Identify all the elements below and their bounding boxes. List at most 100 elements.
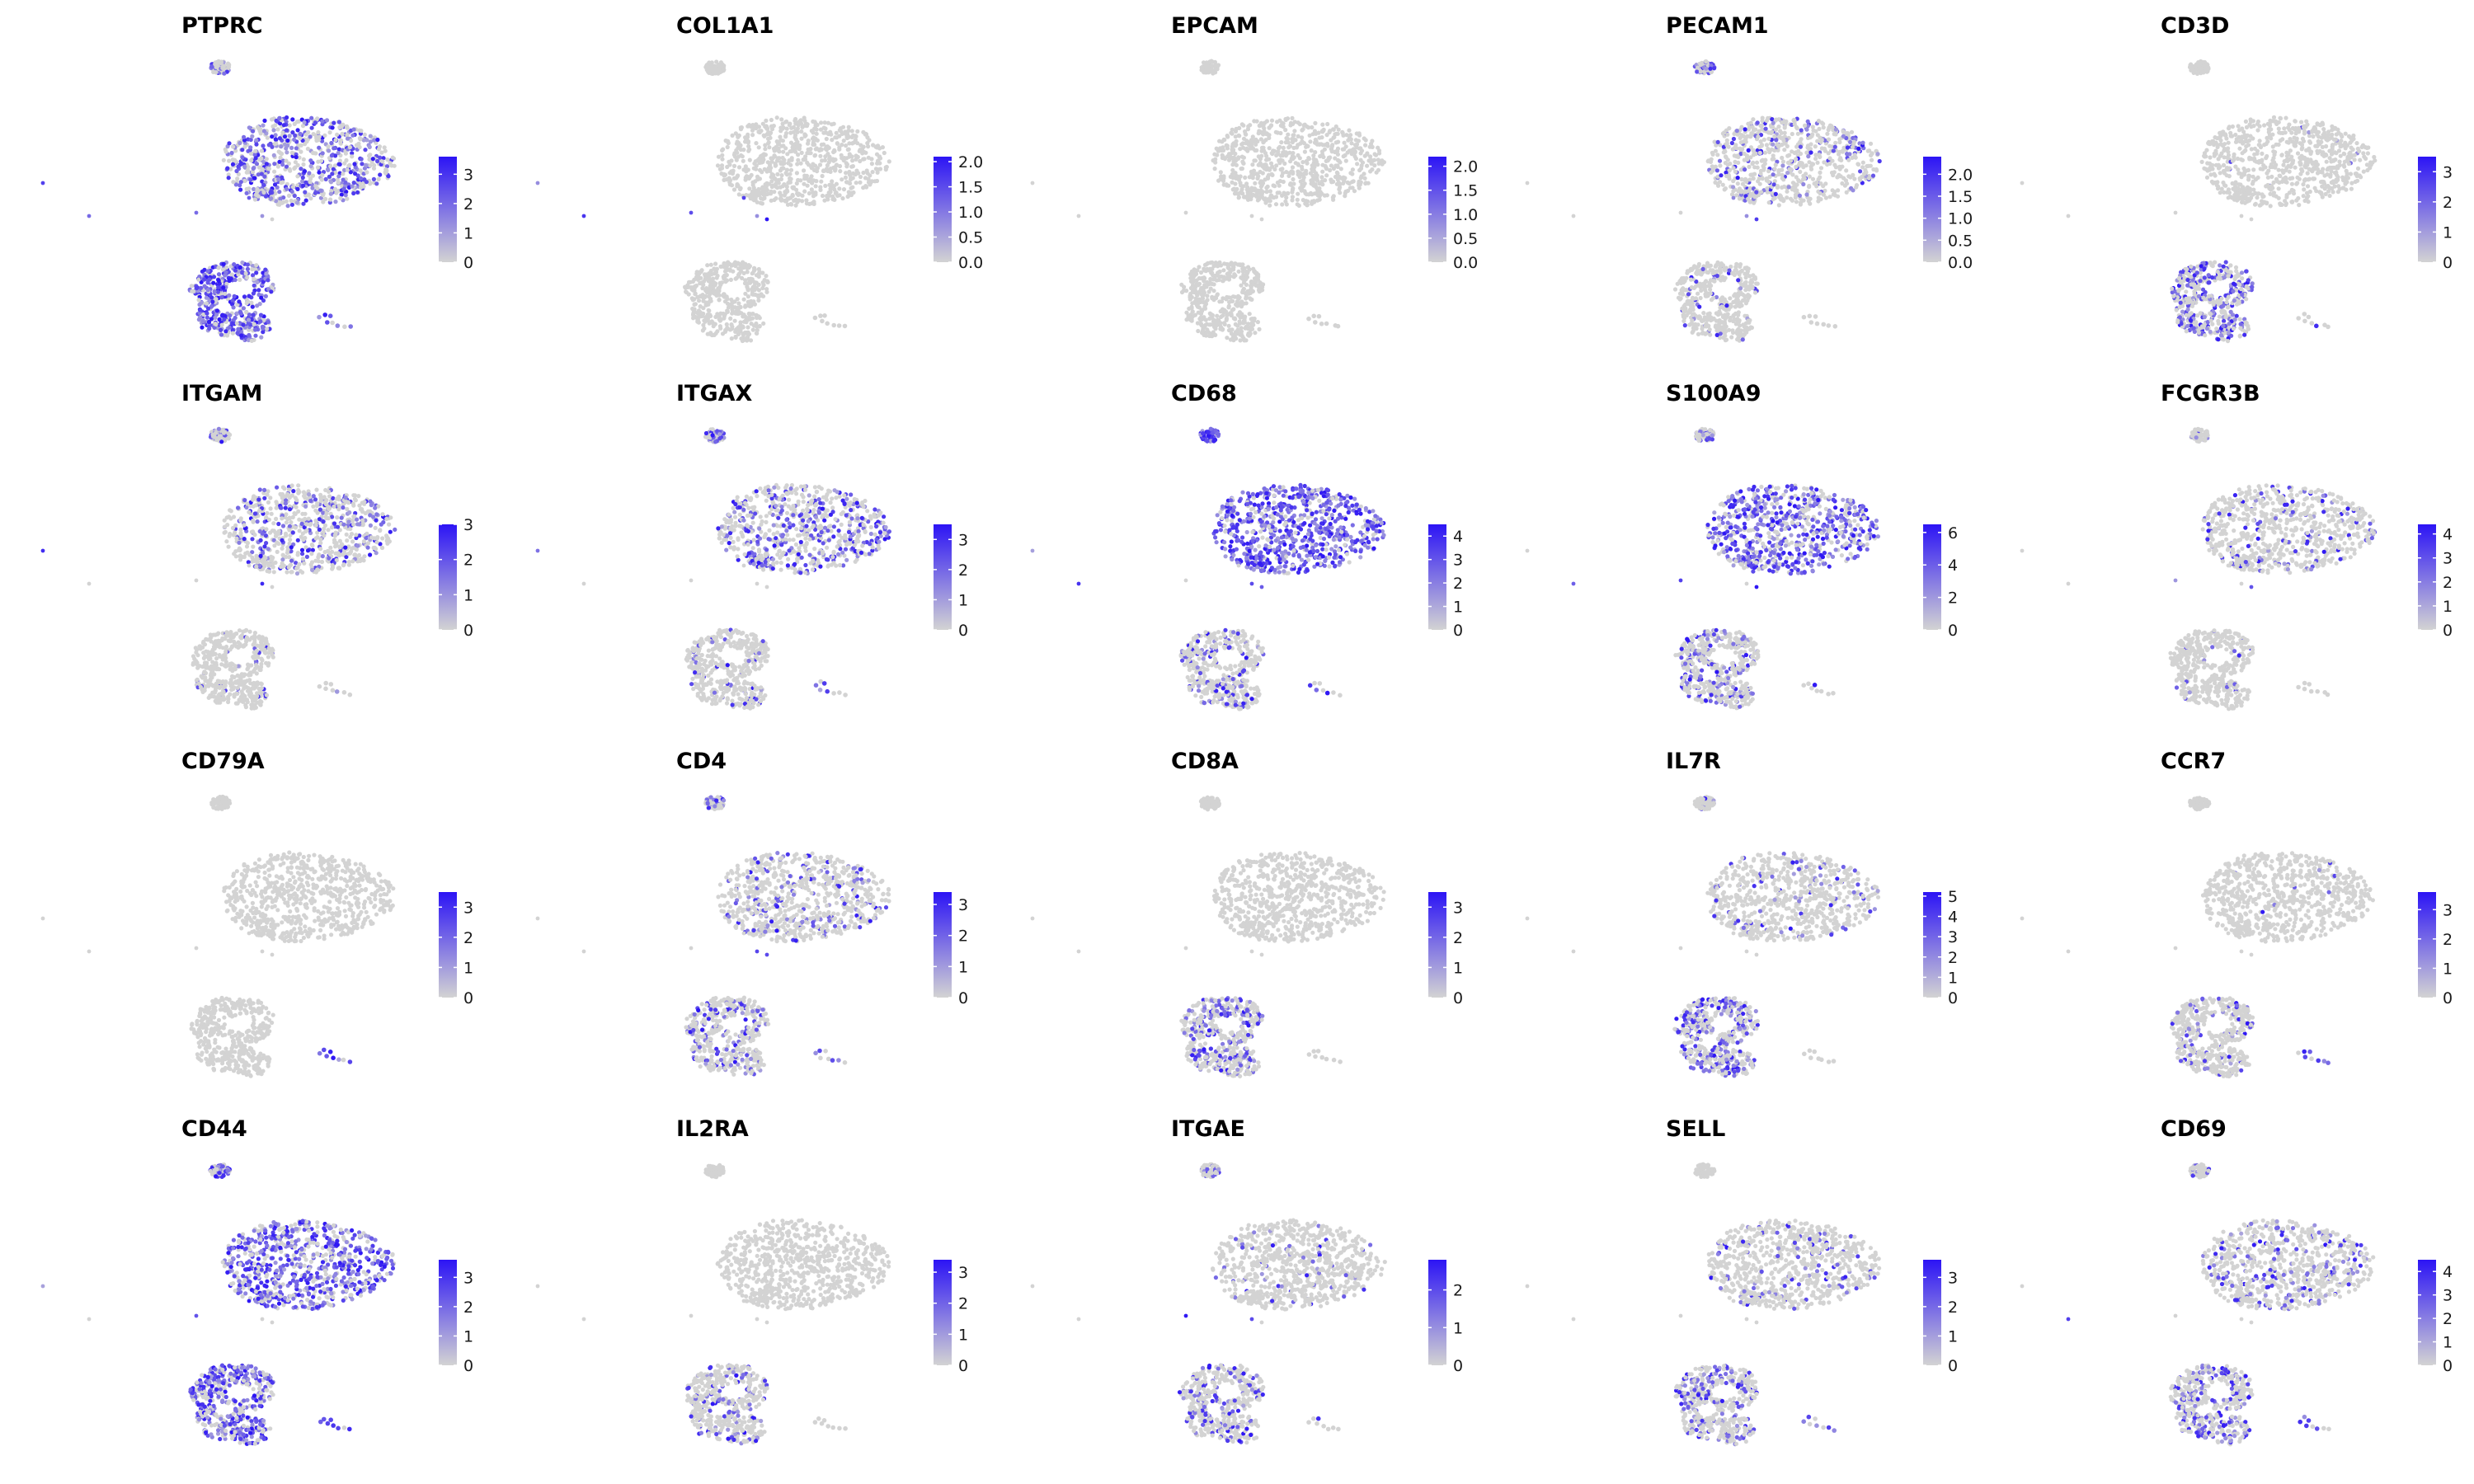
cell-point: [1296, 134, 1300, 139]
cell-point: [1757, 150, 1762, 155]
cell-point: [1751, 117, 1756, 122]
cell-point: [1331, 197, 1336, 202]
cell-point: [1827, 161, 1832, 167]
cell-point: [246, 337, 251, 343]
cell-point: [774, 196, 778, 201]
cell-point: [1270, 164, 1275, 169]
cell-point: [716, 154, 722, 159]
cell-point: [200, 325, 205, 330]
cell-point: [774, 145, 778, 150]
cell-point: [376, 176, 381, 181]
cell-point: [775, 186, 780, 190]
cell-point: [297, 155, 302, 160]
cell-point: [316, 129, 321, 135]
cell-point: [1376, 148, 1382, 153]
cell-point: [251, 129, 256, 134]
cell-point: [301, 162, 306, 167]
cell-point: [256, 172, 261, 177]
cell-point: [731, 262, 736, 267]
cell-point: [1300, 135, 1305, 140]
cell-point: [233, 182, 238, 187]
cell-point: [351, 127, 356, 132]
cell-point: [242, 294, 247, 299]
cell-point: [877, 167, 883, 171]
cell-point: [1738, 167, 1744, 172]
cell-point: [1320, 182, 1325, 187]
cell-point: [231, 305, 236, 310]
cell-point: [1262, 126, 1267, 131]
cell-point: [1221, 296, 1225, 301]
cell-point: [752, 267, 757, 272]
cell-point: [238, 187, 243, 192]
cell-point: [764, 289, 769, 294]
cell-point: [1762, 162, 1767, 167]
cell-point: [1349, 141, 1354, 146]
cell-point: [1780, 172, 1785, 177]
cell-point: [713, 261, 718, 266]
cell-point: [252, 186, 256, 191]
cell-point: [1837, 152, 1841, 157]
cell-point: [1194, 303, 1200, 308]
cell-point: [1319, 129, 1324, 134]
cell-point: [689, 210, 694, 215]
cell-point: [1367, 144, 1372, 149]
cell-point: [694, 270, 699, 275]
cell-point: [1276, 152, 1281, 157]
cell-point: [869, 179, 874, 184]
cell-point: [204, 295, 209, 300]
cell-points: [535, 59, 891, 344]
cell-points: [1030, 59, 1386, 343]
cell-point: [799, 150, 804, 155]
cell-point: [294, 200, 299, 205]
cell-point: [298, 131, 303, 137]
cell-point: [750, 180, 755, 185]
cell-point: [1240, 191, 1245, 196]
cell-point: [1291, 176, 1296, 182]
cell-point: [248, 145, 253, 150]
cell-point: [303, 180, 308, 185]
cell-point: [1203, 333, 1209, 338]
cell-point: [1267, 125, 1272, 130]
cell-point: [336, 174, 341, 179]
cell-point: [1258, 284, 1263, 289]
colorbar: [439, 157, 457, 262]
cell-point: [750, 133, 755, 138]
cell-point: [227, 158, 232, 163]
cell-point: [1743, 127, 1747, 132]
cell-point: [1840, 181, 1845, 186]
cell-point: [337, 158, 342, 163]
cell-point: [1282, 161, 1287, 166]
cell-point: [295, 183, 300, 188]
cell-point: [1781, 198, 1786, 203]
cell-point: [1833, 132, 1838, 137]
cell-point: [217, 317, 222, 322]
cell-point: [1193, 271, 1199, 276]
cell-point: [864, 168, 869, 173]
cell-point: [1190, 314, 1195, 319]
cell-point: [739, 153, 744, 158]
cell-point: [278, 196, 283, 201]
cell-point: [759, 153, 764, 158]
cell-point: [1307, 133, 1312, 138]
cell-point: [1782, 130, 1787, 135]
cell-point: [728, 178, 733, 183]
cell-point: [343, 193, 348, 198]
cell-point: [794, 181, 799, 186]
colorbar-tick-label: 1: [463, 224, 473, 242]
cell-point: [1746, 293, 1751, 298]
cell-point: [1194, 282, 1200, 288]
cell-point: [1297, 122, 1302, 127]
cell-point: [758, 200, 763, 205]
cell-point: [737, 186, 743, 192]
cell-point: [837, 163, 843, 169]
cell-point: [244, 186, 249, 191]
cell-point: [239, 270, 244, 275]
cell-point: [828, 129, 833, 134]
cell-point: [1199, 309, 1204, 314]
cell-point: [802, 123, 807, 128]
cell-point: [819, 120, 824, 125]
cell-point: [746, 123, 752, 128]
cell-point: [227, 293, 232, 298]
cell-point: [1205, 298, 1210, 303]
cell-point: [1236, 177, 1242, 182]
